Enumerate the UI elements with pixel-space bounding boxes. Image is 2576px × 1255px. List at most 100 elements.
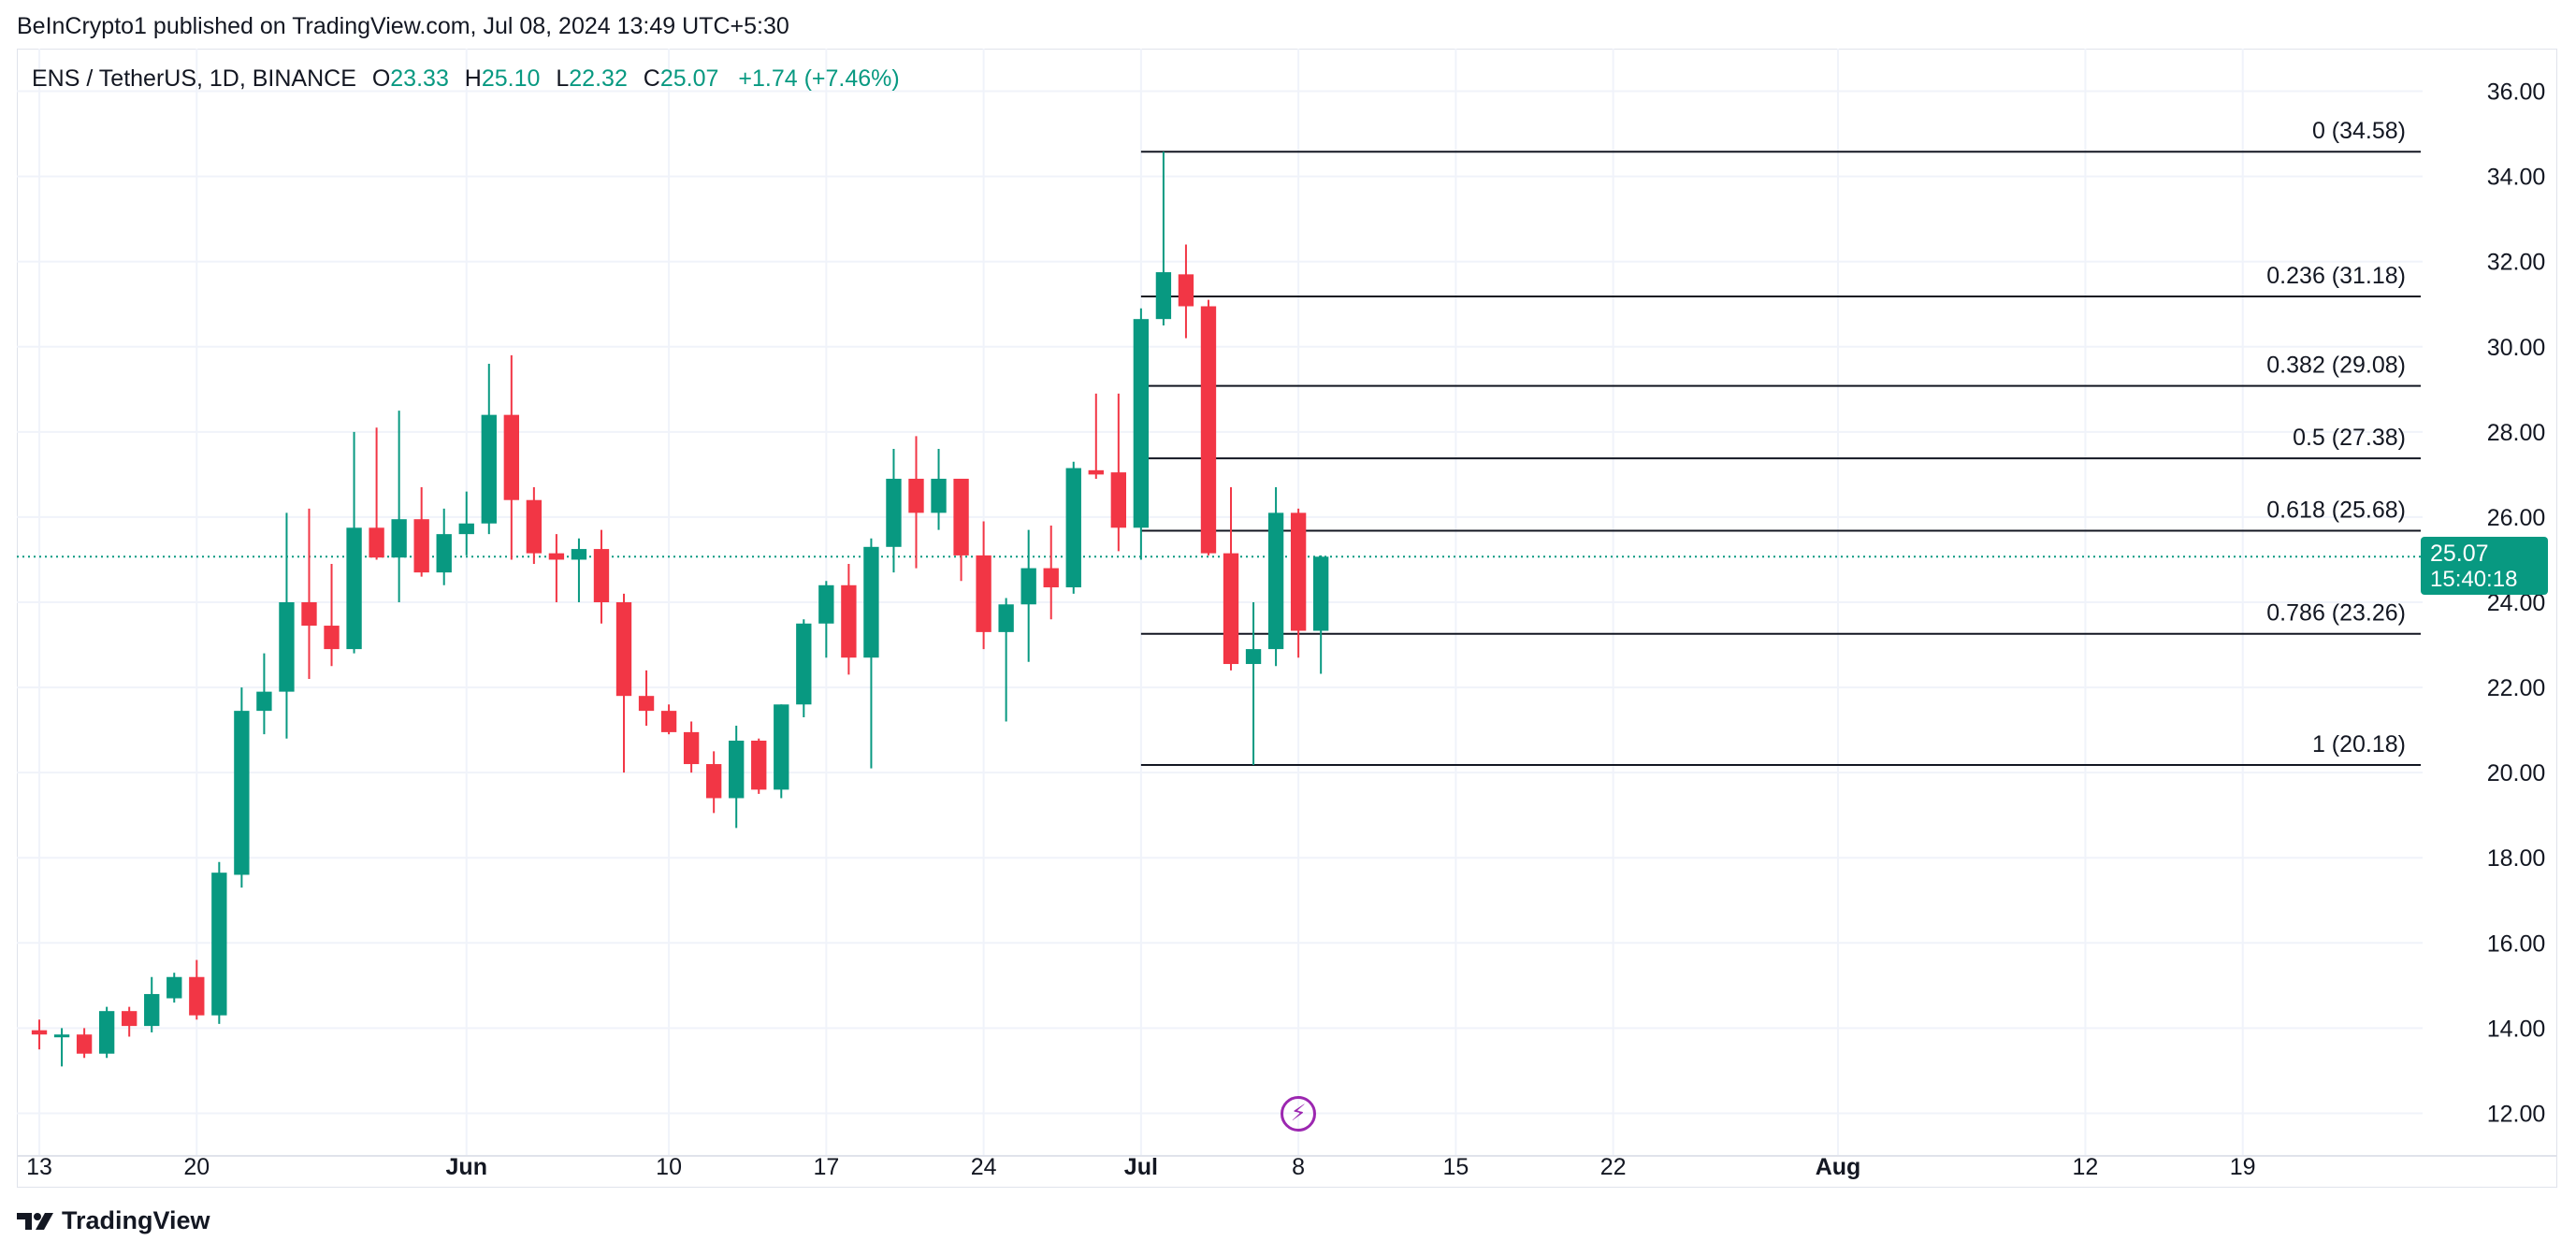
candle bbox=[593, 529, 610, 624]
y-tick-label: 32.00 bbox=[2487, 250, 2546, 276]
close-value: 25.07 bbox=[659, 65, 719, 92]
candle-body bbox=[234, 711, 250, 875]
candle bbox=[189, 959, 205, 1020]
last-price: 25.07 bbox=[2430, 541, 2489, 567]
y-tick-label: 20.00 bbox=[2487, 760, 2546, 786]
candle-body bbox=[189, 976, 205, 1016]
candle bbox=[908, 436, 924, 569]
candle bbox=[481, 363, 497, 535]
lightning-icon[interactable]: ⚡︎ bbox=[1281, 1096, 1317, 1132]
tradingview-logo[interactable]: TradingView bbox=[17, 1206, 210, 1235]
candle bbox=[53, 1028, 70, 1067]
candle-body bbox=[1020, 568, 1036, 605]
candle-body bbox=[931, 478, 947, 513]
candle bbox=[1043, 526, 1059, 620]
candle bbox=[886, 449, 902, 573]
candle bbox=[369, 427, 384, 560]
x-tick-label: 15 bbox=[1442, 1154, 1469, 1180]
candle-body bbox=[1043, 568, 1059, 588]
candle bbox=[774, 704, 789, 799]
candle-body bbox=[301, 602, 317, 627]
candle-body bbox=[122, 1011, 137, 1027]
candle-body bbox=[1065, 468, 1081, 588]
candle-body bbox=[1200, 306, 1217, 554]
candle-body bbox=[436, 534, 452, 573]
candle bbox=[503, 354, 519, 560]
y-tick-label: 26.00 bbox=[2487, 505, 2546, 531]
candle-body bbox=[841, 584, 857, 658]
fib-level-label: 1 (20.18) bbox=[2312, 731, 2406, 757]
x-tick-label: 12 bbox=[2073, 1154, 2099, 1180]
symbol-legend[interactable]: ENS / TetherUS, 1D, BINANCE O23.33 H25.1… bbox=[32, 65, 900, 93]
candle bbox=[211, 861, 227, 1024]
candle-body bbox=[1133, 319, 1150, 528]
x-tick-label: 13 bbox=[26, 1154, 52, 1180]
y-tick-label: 14.00 bbox=[2487, 1016, 2546, 1042]
candle bbox=[931, 449, 947, 530]
low-value: 22.32 bbox=[569, 65, 628, 92]
candle-body bbox=[1245, 649, 1262, 665]
x-tick-label: 20 bbox=[183, 1154, 210, 1180]
candle bbox=[1088, 393, 1104, 479]
bar-countdown: 15:40:18 bbox=[2430, 567, 2518, 592]
candle-body bbox=[526, 499, 543, 554]
candle bbox=[751, 738, 767, 794]
candle bbox=[346, 431, 362, 654]
candle-body bbox=[369, 527, 384, 558]
brand-name: TradingView bbox=[62, 1206, 210, 1234]
close-label: C bbox=[643, 65, 660, 92]
candles bbox=[31, 151, 1329, 1067]
candle-body bbox=[53, 1034, 70, 1038]
tradingview-logo-icon bbox=[17, 1212, 53, 1230]
candle bbox=[458, 491, 474, 555]
candle-body bbox=[503, 414, 519, 500]
candle-body bbox=[76, 1034, 93, 1054]
candle-body bbox=[391, 519, 407, 558]
fibonacci-retracement[interactable]: 0 (34.58) 0.236 (31.18) 0.382 (29.08) 0.5 (… bbox=[1140, 118, 2421, 766]
candle-body bbox=[886, 478, 902, 547]
candle bbox=[1245, 602, 1262, 765]
x-tick-label: 17 bbox=[813, 1154, 839, 1180]
candle-body bbox=[98, 1011, 115, 1054]
y-tick-label: 28.00 bbox=[2487, 420, 2546, 446]
candle bbox=[841, 564, 857, 675]
axes: 12.0014.0016.0018.0020.0022.0024.0026.00… bbox=[17, 79, 2557, 1180]
fib-level-label: 0.382 (29.08) bbox=[2266, 353, 2406, 379]
candle-body bbox=[31, 1030, 48, 1035]
x-tick-label: Jun bbox=[446, 1154, 487, 1180]
candle bbox=[98, 1006, 115, 1059]
y-tick-label: 30.00 bbox=[2487, 335, 2546, 361]
candle bbox=[1020, 529, 1036, 662]
x-tick-label: Aug bbox=[1816, 1154, 1861, 1180]
y-tick-label: 36.00 bbox=[2487, 79, 2546, 106]
candle bbox=[1178, 244, 1194, 339]
chart-frame[interactable] bbox=[17, 49, 2557, 1188]
candle bbox=[1290, 508, 1307, 658]
fib-level-label: 0.786 (23.26) bbox=[2266, 600, 2406, 627]
candle-body bbox=[571, 549, 587, 560]
y-tick-label: 18.00 bbox=[2487, 845, 2546, 872]
candle bbox=[1312, 555, 1329, 674]
high-label: H bbox=[464, 65, 482, 92]
x-tick-label: 10 bbox=[656, 1154, 682, 1180]
candle bbox=[76, 1028, 93, 1059]
symbol-name: ENS / TetherUS, 1D, BINANCE bbox=[32, 65, 356, 92]
x-tick-label: 22 bbox=[1600, 1154, 1627, 1180]
candle bbox=[953, 478, 969, 582]
candle bbox=[1155, 151, 1172, 325]
candle-body bbox=[863, 546, 879, 658]
publisher-line: BeInCrypto1 published on TradingView.com… bbox=[17, 13, 789, 39]
candle bbox=[976, 521, 991, 650]
candle-body bbox=[751, 741, 767, 790]
candle bbox=[729, 726, 745, 829]
candle bbox=[660, 704, 677, 735]
candle-body bbox=[256, 691, 272, 712]
candle bbox=[1110, 393, 1127, 552]
candle-body bbox=[1178, 274, 1194, 307]
x-tick-label: 8 bbox=[1292, 1154, 1305, 1180]
candle-body bbox=[998, 604, 1014, 632]
candle-body bbox=[346, 527, 362, 650]
candle bbox=[571, 538, 587, 602]
candle bbox=[436, 508, 452, 585]
